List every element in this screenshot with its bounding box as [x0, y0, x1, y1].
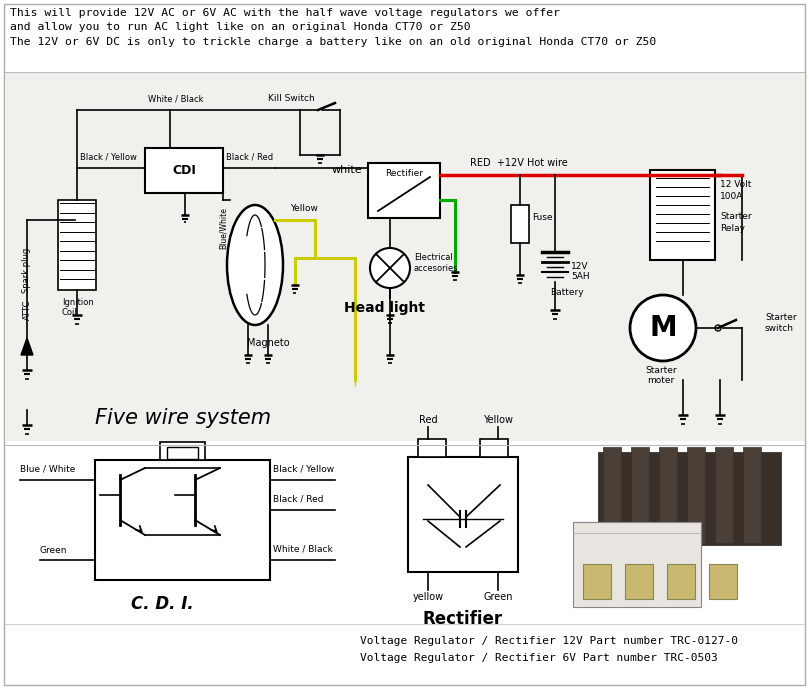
Text: Electrical
accesories: Electrical accesories	[414, 254, 459, 273]
Text: Red: Red	[419, 415, 438, 425]
Bar	[598, 452, 781, 545]
Text: Yellow: Yellow	[290, 204, 318, 213]
Text: Starter
moter: Starter moter	[646, 366, 677, 385]
Bar	[715, 447, 733, 543]
Bar	[650, 170, 715, 260]
Text: Voltage Regulator / Rectifier 6V Part number TRC-0503: Voltage Regulator / Rectifier 6V Part nu…	[360, 653, 718, 663]
Text: Fuse: Fuse	[532, 214, 553, 223]
Text: Head light: Head light	[345, 301, 426, 315]
Text: Green: Green	[40, 546, 67, 555]
Text: White / Black: White / Black	[148, 94, 204, 103]
Bar	[511, 205, 529, 243]
Bar	[687, 447, 705, 543]
Bar	[631, 447, 649, 543]
Bar	[480, 439, 508, 457]
Text: Black / Yellow: Black / Yellow	[80, 153, 137, 162]
Text: Black / Red: Black / Red	[273, 494, 324, 503]
Circle shape	[630, 295, 696, 361]
Text: Black / Yellow: Black / Yellow	[273, 465, 334, 474]
Text: 12 Volt
100A: 12 Volt 100A	[720, 180, 752, 200]
Text: Battery: Battery	[550, 288, 583, 297]
Text: Starter
Relay: Starter Relay	[720, 212, 752, 233]
Bar	[95, 460, 270, 580]
Text: Five wire system: Five wire system	[95, 408, 271, 428]
Text: yellow: yellow	[413, 592, 443, 602]
Bar	[160, 442, 205, 460]
Bar	[603, 447, 621, 543]
Bar	[583, 564, 611, 599]
Ellipse shape	[227, 205, 283, 325]
Bar	[659, 447, 677, 543]
Text: Black / Red: Black / Red	[226, 153, 273, 162]
Bar	[573, 522, 701, 607]
Text: Rectifier: Rectifier	[385, 169, 423, 178]
Bar	[145, 148, 223, 193]
Bar	[167, 447, 198, 459]
Bar	[408, 457, 518, 572]
Text: Rectifier: Rectifier	[423, 610, 503, 628]
Bar	[709, 564, 737, 599]
Circle shape	[715, 325, 721, 331]
Text: CDI: CDI	[172, 163, 196, 176]
Text: Voltage Regulator / Rectifier 12V Part number TRC-0127-0: Voltage Regulator / Rectifier 12V Part n…	[360, 636, 738, 646]
Bar	[667, 564, 695, 599]
Text: Blue / White: Blue / White	[20, 465, 75, 474]
Text: Green: Green	[483, 592, 513, 602]
Bar	[58, 200, 96, 290]
Bar	[368, 163, 440, 218]
Text: white: white	[332, 165, 362, 175]
Text: Yellow: Yellow	[483, 415, 513, 425]
Text: Magneto: Magneto	[247, 338, 290, 348]
Text: ATTC: ATTC	[23, 300, 32, 320]
Text: Spark plug: Spark plug	[23, 247, 32, 293]
Text: This will provide 12V AC or 6V AC with the half wave voltage regulators we offer: This will provide 12V AC or 6V AC with t…	[10, 8, 656, 47]
Bar	[418, 439, 446, 457]
Text: White / Black: White / Black	[273, 545, 332, 554]
Text: Kill Switch: Kill Switch	[268, 94, 315, 103]
Text: M: M	[649, 314, 677, 342]
Text: Blue/White: Blue/White	[218, 207, 227, 249]
Circle shape	[370, 248, 410, 288]
Text: RED  +12V Hot wire: RED +12V Hot wire	[470, 158, 568, 168]
Text: 12V
5AH: 12V 5AH	[571, 262, 590, 281]
Bar	[743, 447, 761, 543]
Text: Ignition
Coil: Ignition Coil	[62, 298, 94, 318]
Text: C. D. I.: C. D. I.	[131, 595, 194, 613]
Bar	[625, 564, 653, 599]
Text: Starter
switch: Starter switch	[765, 313, 797, 333]
Bar	[5, 73, 804, 441]
Polygon shape	[21, 338, 33, 355]
